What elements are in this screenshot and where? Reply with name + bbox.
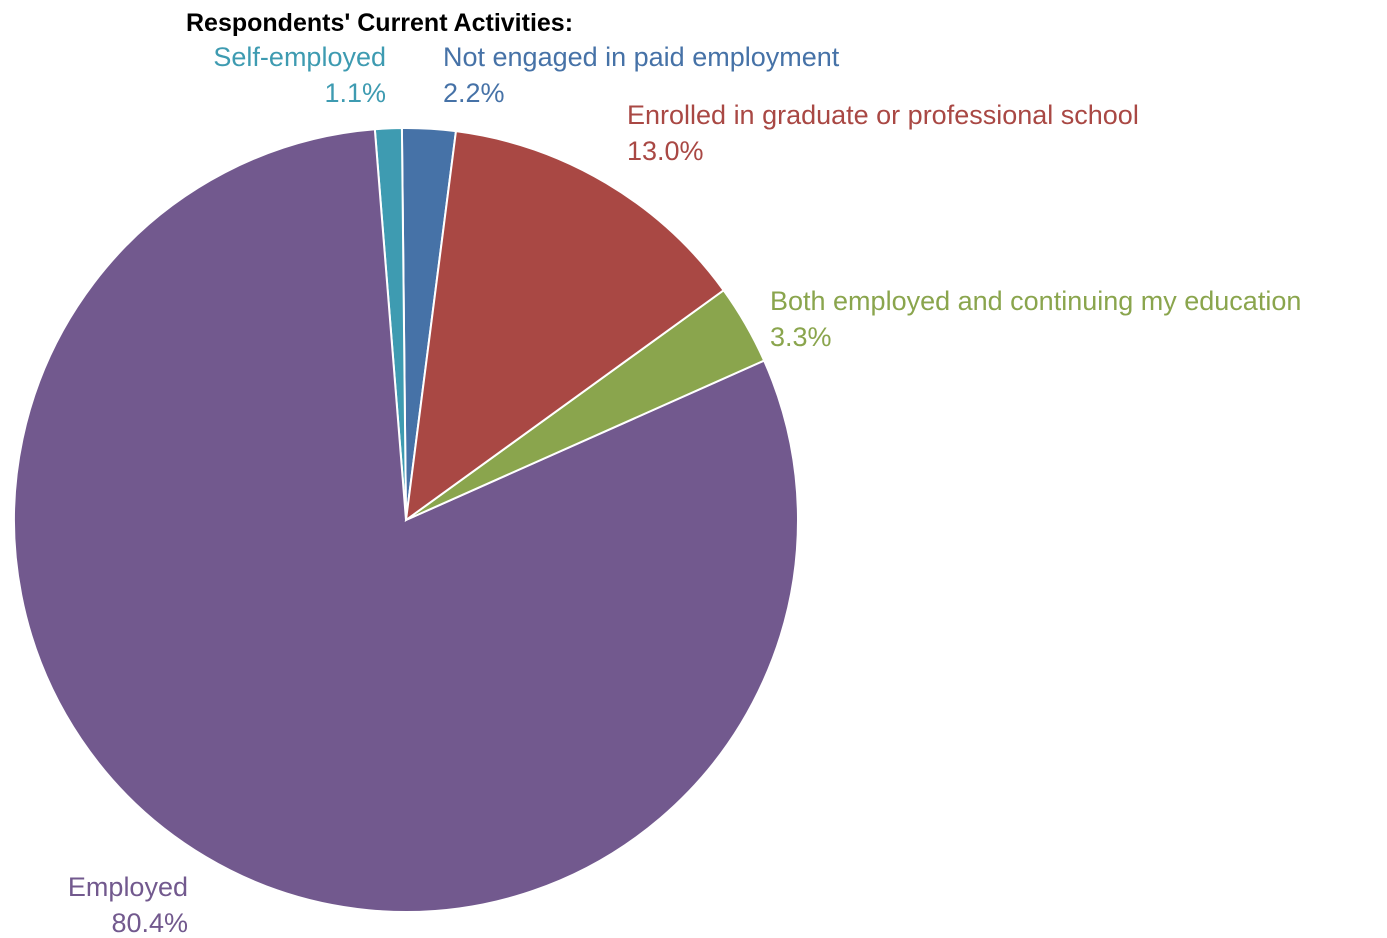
slice-label: Not engaged in paid employment: [443, 42, 840, 72]
chart-title: Respondents' Current Activities:: [186, 9, 573, 37]
slice-value-label: 3.3%: [770, 322, 832, 352]
slice-value-label: 80.4%: [111, 908, 188, 938]
pie-slice-enrolled-in-graduate-or-professional-school: [404, 130, 726, 523]
pie-labels: Not engaged in paid employment 2.2% Self-e…: [68, 42, 1301, 938]
slice-label: Employed: [68, 872, 188, 902]
slice-value-label: 13.0%: [627, 136, 704, 166]
slice-label: Both employed and continuing my educatio…: [770, 286, 1301, 316]
slice-label: Self-employed: [213, 42, 386, 72]
slice-value-label: 1.1%: [324, 78, 386, 108]
slice-label: Enrolled in graduate or professional sch…: [627, 100, 1139, 130]
slice-value-label: 2.2%: [443, 78, 505, 108]
pie-slices: [13, 127, 799, 913]
